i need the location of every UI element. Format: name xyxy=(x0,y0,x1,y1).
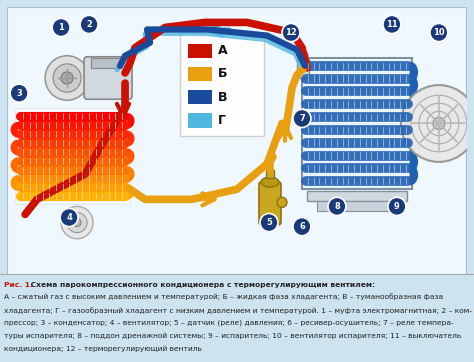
Circle shape xyxy=(433,117,445,130)
Bar xyxy=(307,191,407,201)
Text: хладагента; Г – газообразный хладагент с низким давлением и температурой. 1 – му: хладагента; Г – газообразный хладагент с… xyxy=(4,307,472,313)
Text: 10: 10 xyxy=(433,28,445,37)
FancyBboxPatch shape xyxy=(84,57,132,99)
Circle shape xyxy=(282,24,300,42)
FancyBboxPatch shape xyxy=(180,33,264,136)
Circle shape xyxy=(383,15,401,34)
Bar xyxy=(302,58,412,189)
Circle shape xyxy=(45,56,89,100)
Bar xyxy=(188,90,212,104)
Text: 5: 5 xyxy=(266,218,272,227)
Circle shape xyxy=(60,209,78,227)
Circle shape xyxy=(73,219,81,227)
Bar xyxy=(188,113,212,127)
Circle shape xyxy=(10,84,28,102)
Bar xyxy=(297,58,309,78)
Circle shape xyxy=(80,15,98,34)
Circle shape xyxy=(430,24,448,42)
Ellipse shape xyxy=(261,218,279,228)
Text: Рис. 1.: Рис. 1. xyxy=(4,282,33,287)
Bar xyxy=(91,58,121,68)
Circle shape xyxy=(260,214,278,232)
Circle shape xyxy=(293,218,311,236)
Text: Б: Б xyxy=(218,67,228,80)
Text: 3: 3 xyxy=(16,89,22,98)
Circle shape xyxy=(401,85,474,162)
Circle shape xyxy=(61,72,73,84)
Text: 4: 4 xyxy=(66,213,72,222)
Circle shape xyxy=(61,206,93,239)
Circle shape xyxy=(388,197,406,215)
Text: А – сжатый газ с высоким давлением и температурой; Б – жидкая фаза хладагента; В: А – сжатый газ с высоким давлением и тем… xyxy=(4,294,443,300)
Bar xyxy=(188,44,212,58)
Bar xyxy=(266,170,274,178)
Bar xyxy=(317,201,397,211)
Circle shape xyxy=(328,197,346,215)
Text: 2: 2 xyxy=(86,20,92,29)
Text: В: В xyxy=(218,91,228,104)
Circle shape xyxy=(293,109,311,127)
Text: Г: Г xyxy=(218,114,226,127)
Circle shape xyxy=(52,18,70,37)
FancyBboxPatch shape xyxy=(7,7,467,275)
Bar xyxy=(188,67,212,81)
Text: кондиционера; 12 – терморегулирующий вентиль: кондиционера; 12 – терморегулирующий вен… xyxy=(4,346,202,353)
Text: туры испарителя; 8 – поддон дренажной системы; 9 – испаритель; 10 – вентилятор и: туры испарителя; 8 – поддон дренажной си… xyxy=(4,333,461,339)
Text: 9: 9 xyxy=(394,202,400,211)
Text: А: А xyxy=(218,44,228,57)
Text: 1: 1 xyxy=(58,23,64,32)
Text: 6: 6 xyxy=(299,222,305,231)
Circle shape xyxy=(298,51,308,61)
Circle shape xyxy=(67,212,87,233)
Ellipse shape xyxy=(261,177,279,187)
Text: 7: 7 xyxy=(299,114,305,123)
Circle shape xyxy=(277,197,287,207)
Text: 8: 8 xyxy=(334,202,340,211)
Text: Схема парокомпрессионного кондиционера с терморегулирующим вентилем:: Схема парокомпрессионного кондиционера с… xyxy=(28,282,375,287)
Text: прессор; 3 – конденсатор; 4 – вентилятор; 5 – датчик (реле) давления; 6 – ресиве: прессор; 3 – конденсатор; 4 – вентилятор… xyxy=(4,320,454,326)
Text: 12: 12 xyxy=(285,28,297,37)
FancyBboxPatch shape xyxy=(259,182,281,224)
Text: 11: 11 xyxy=(386,20,398,29)
FancyBboxPatch shape xyxy=(15,108,130,205)
Circle shape xyxy=(53,64,81,92)
